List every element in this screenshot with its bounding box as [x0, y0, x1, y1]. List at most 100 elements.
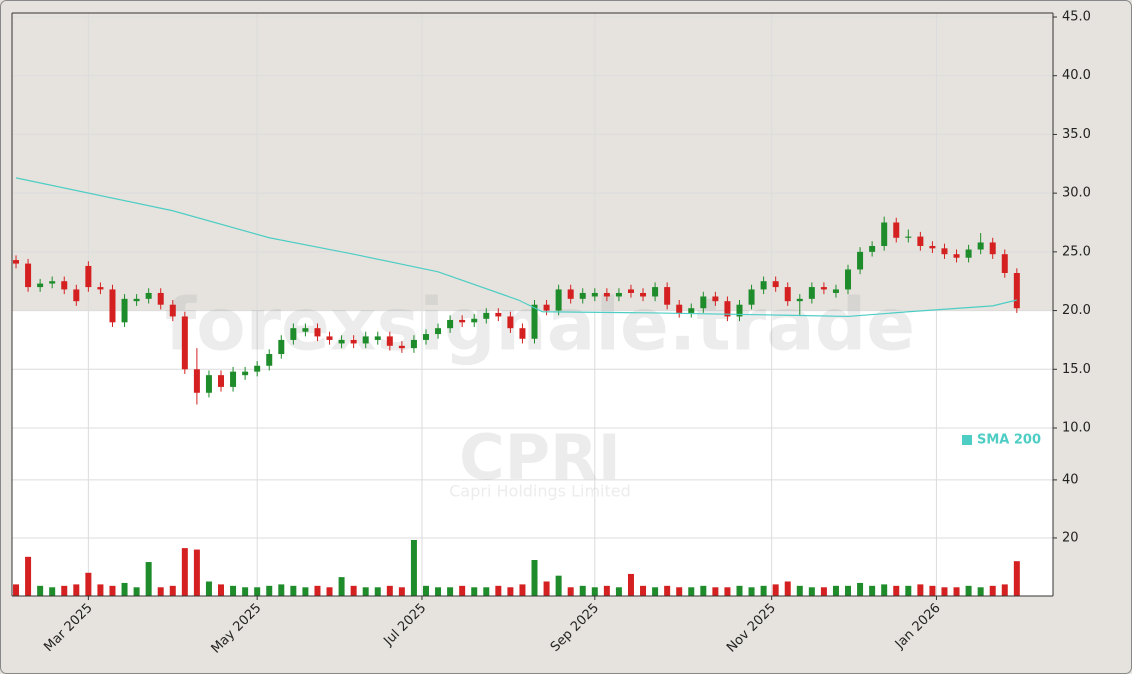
candle-body — [760, 281, 767, 290]
volume-bar — [845, 585, 852, 596]
candle-body — [929, 245, 936, 249]
volume-bar — [543, 581, 550, 596]
volume-bar — [410, 539, 417, 596]
volume-bar — [941, 587, 948, 596]
volume-bar — [181, 548, 188, 596]
volume-bar — [929, 585, 936, 596]
candle-body — [832, 289, 839, 293]
candle-body — [1013, 272, 1020, 309]
volume-bar — [567, 587, 574, 596]
y-tick-label: 30.0 — [1062, 186, 1091, 201]
volume-bar — [676, 587, 683, 596]
candle-body — [326, 336, 333, 340]
volume-bar — [989, 585, 996, 596]
volume-bar — [531, 560, 538, 596]
candle-body — [531, 304, 538, 339]
candle-body — [845, 269, 852, 290]
volume-bar — [591, 587, 598, 596]
volume-bar — [627, 573, 634, 596]
volume-bar — [965, 585, 972, 596]
candle-body — [73, 289, 80, 302]
candle-body — [447, 319, 454, 329]
volume-bar — [398, 587, 405, 596]
candle-body — [205, 375, 212, 393]
volume-bar — [495, 585, 502, 596]
y-tick-label: 25.0 — [1062, 244, 1091, 259]
candle-body — [567, 289, 574, 299]
symbol-watermark: CPRI — [459, 421, 621, 494]
volume-bar — [13, 584, 20, 596]
candle-body — [977, 242, 984, 250]
marks — [13, 177, 1020, 596]
candle-body — [398, 345, 405, 349]
volume-bar — [326, 587, 333, 596]
candle-body — [410, 339, 417, 349]
legend-label: SMA 200 — [977, 433, 1041, 448]
volume-bar — [832, 585, 839, 596]
volume-bar — [712, 587, 719, 596]
candle-body — [302, 328, 309, 332]
candle-body — [507, 316, 514, 329]
upper-shade — [12, 13, 1053, 311]
volume-bar — [121, 582, 128, 596]
candle-body — [85, 265, 92, 288]
candle-body — [869, 245, 876, 252]
volume-bar — [85, 572, 92, 596]
candle-body — [157, 292, 164, 305]
candle-body — [109, 289, 116, 323]
volume-bar — [905, 585, 912, 596]
volume-bar — [133, 587, 140, 596]
candle-body — [145, 292, 152, 299]
y-tick-label: 40.0 — [1062, 68, 1091, 83]
volume-bar — [374, 587, 381, 596]
volume-bar — [869, 585, 876, 596]
candle-body — [664, 287, 671, 305]
volume-bar — [338, 577, 345, 596]
volume-bar — [1013, 561, 1020, 596]
candle-body — [579, 292, 586, 299]
candle-body — [772, 281, 779, 288]
volume-bar — [640, 585, 647, 596]
candle-body — [314, 328, 321, 337]
volume-bar — [350, 585, 357, 596]
candle-body — [700, 296, 707, 309]
candle-body — [881, 222, 888, 246]
grid — [12, 13, 1053, 596]
volume-bar — [386, 585, 393, 596]
candle-body — [640, 292, 647, 297]
volume-bar — [435, 587, 442, 596]
candle-body — [266, 354, 273, 366]
candle-body — [25, 263, 32, 288]
candle-body — [495, 312, 502, 317]
candle-body — [218, 375, 225, 387]
volume-bar — [362, 587, 369, 596]
candle-body — [230, 371, 237, 387]
volume-bar — [748, 587, 755, 596]
candle-body — [543, 304, 550, 311]
volume-bar — [664, 585, 671, 596]
volume-bar — [218, 584, 225, 596]
candle-body — [917, 236, 924, 246]
candle-body — [893, 222, 900, 238]
volume-bar — [555, 575, 562, 596]
volume-bar — [109, 585, 116, 596]
volume-bar — [700, 585, 707, 596]
candle-body — [459, 319, 466, 323]
candle-body — [471, 318, 478, 323]
volume-bar — [49, 587, 56, 596]
volume-bar — [193, 549, 200, 596]
candle-body — [278, 339, 285, 355]
candle-body — [121, 298, 128, 323]
candle-body — [422, 334, 429, 340]
y-tick-label: 20 — [1062, 530, 1079, 545]
candle-body — [857, 251, 864, 270]
y-tick-label: 35.0 — [1062, 127, 1091, 142]
candle-body — [290, 328, 297, 340]
y-tick-label: 40 — [1062, 472, 1079, 487]
candle-body — [97, 287, 104, 290]
candle-body — [808, 287, 815, 299]
candle-body — [169, 304, 176, 317]
volume-bar — [302, 587, 309, 596]
volume-bar — [760, 585, 767, 596]
